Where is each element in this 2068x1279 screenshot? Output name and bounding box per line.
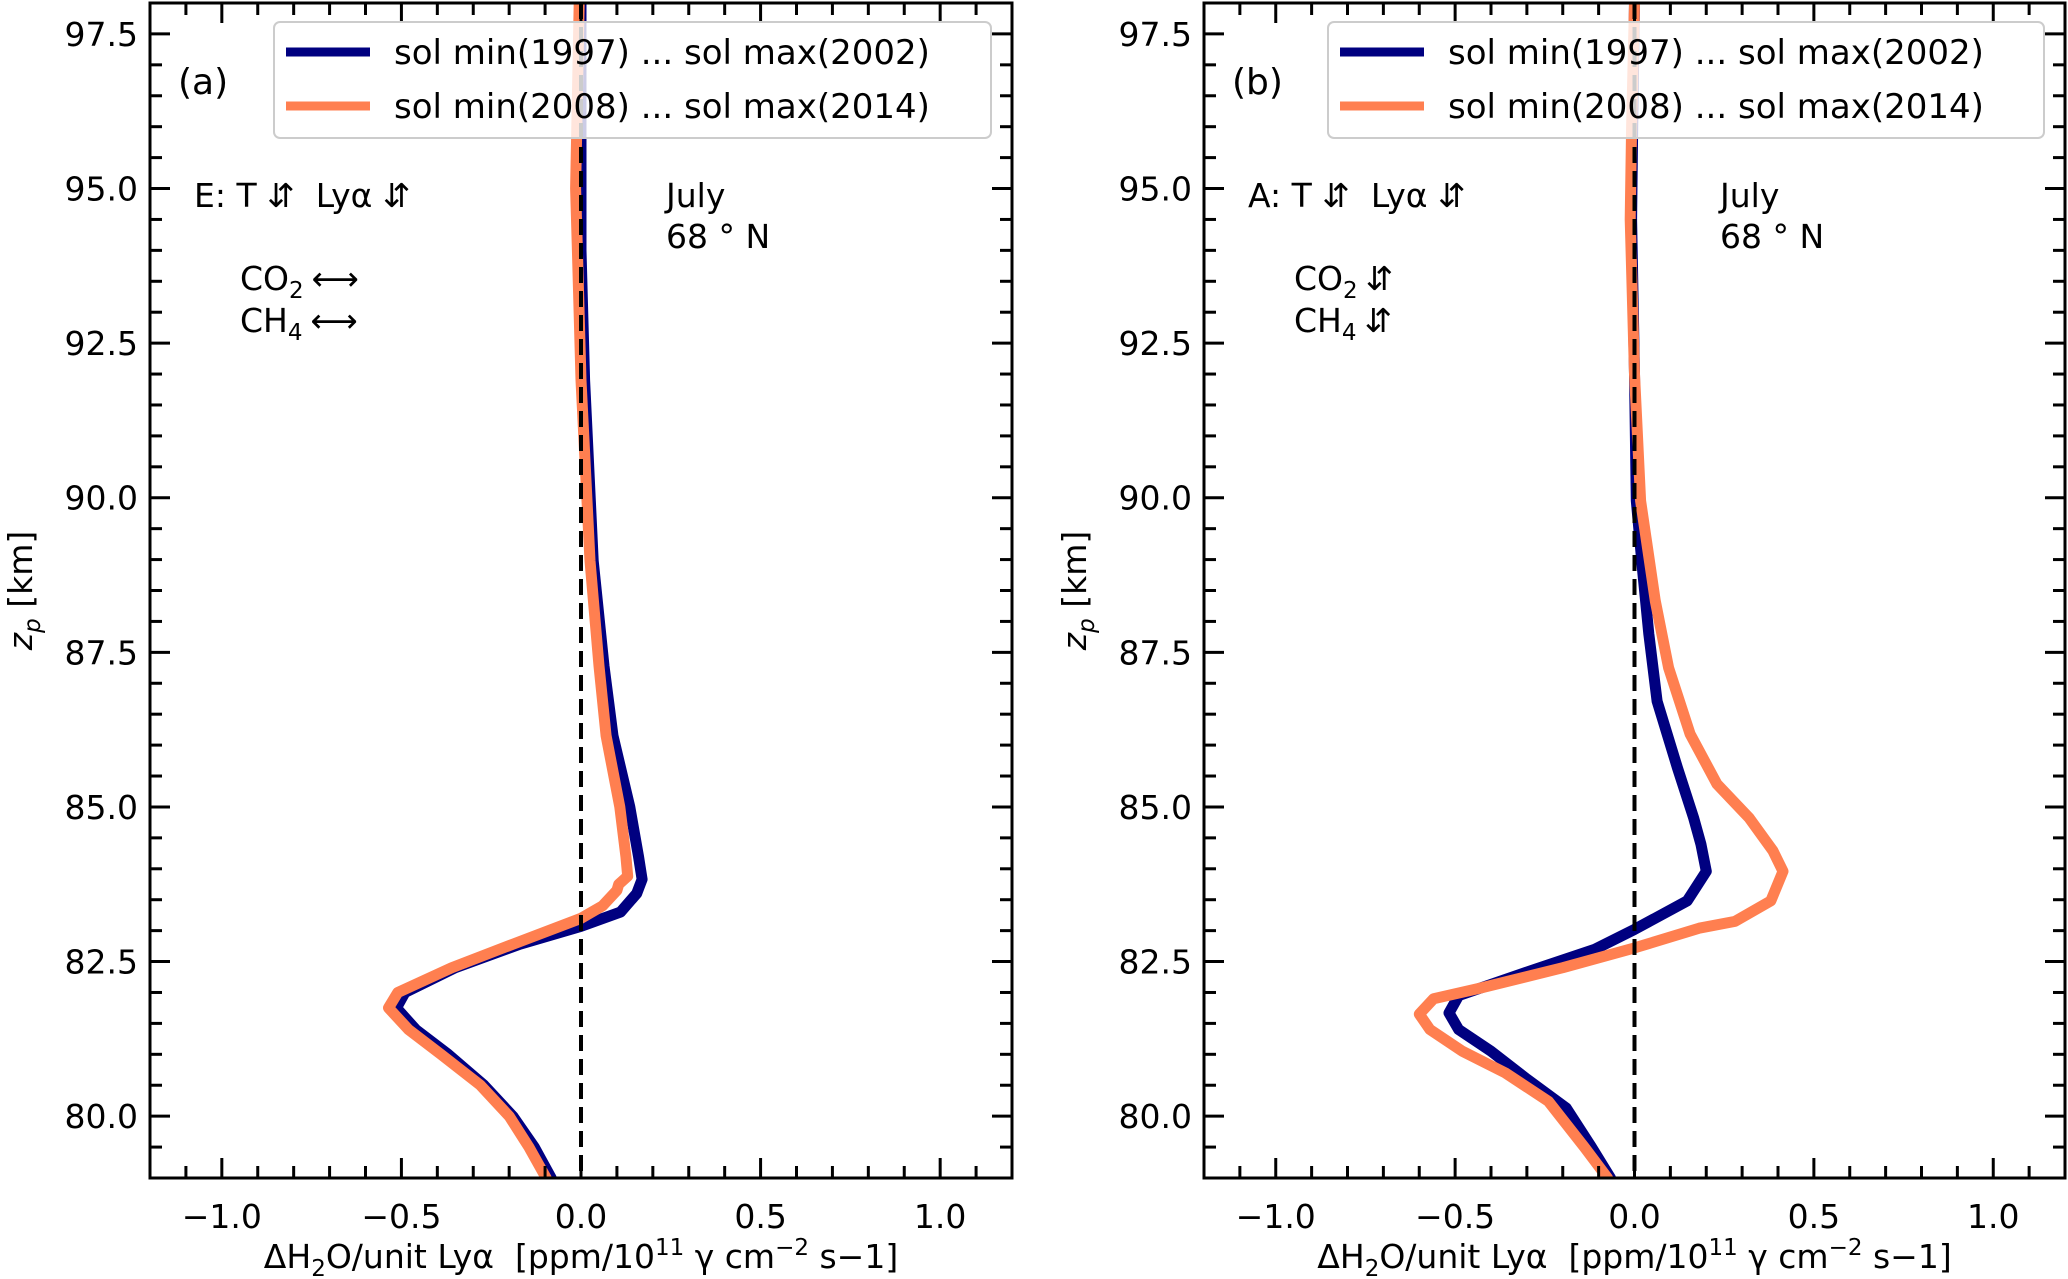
- x-tick-label: −1.0: [1236, 1197, 1316, 1236]
- x-axis-label: ΔH2O/unit Lyα [ppm/1011 γ cm−2 s−1]: [1317, 1235, 1951, 1279]
- y-tick-label: 85.0: [1119, 788, 1192, 827]
- ch4-subscript: 4: [1342, 320, 1357, 346]
- legend-box: [273, 21, 992, 139]
- y-axis-label-part: z: [1055, 632, 1094, 651]
- y-tick-label: 95.0: [1119, 170, 1192, 209]
- co2-trend-arrow-icon: ⇵: [1366, 259, 1394, 298]
- x-tick-label: 0.5: [1788, 1197, 1840, 1236]
- plot-area: [1413, 3, 1789, 1178]
- panel-a: −1.0 −0.5 0.0 0.5 1.0 80.0 82.5 85.0 87.5 90.0 92.…: [1, 1, 1014, 1279]
- x-tick-label: 0.5: [734, 1197, 786, 1236]
- legend: sol min(1997) ... sol max(2002) sol min(2…: [273, 21, 992, 139]
- x-axis-label-superscript: −2: [1829, 1235, 1863, 1261]
- legend-box: [1327, 21, 2045, 139]
- legend-entry-label: sol min(1997) ... sol max(2002): [394, 33, 930, 73]
- x-axis-label-superscript: 11: [1709, 1235, 1738, 1261]
- latitude-annotation: 68 ° N: [666, 217, 770, 256]
- x-axis-label-part: s−1]: [1863, 1237, 1952, 1276]
- plot-area: [383, 3, 648, 1178]
- panel-b: −1.0 −0.5 0.0 0.5 1.0 80.0 82.5 85.0 87.5 90.0 92.…: [1055, 1, 2067, 1279]
- x-axis-label-part: ΔH: [264, 1237, 311, 1276]
- y-tick-label: 97.5: [65, 15, 138, 54]
- x-axis-label-part: O/unit Lyα [ppm/10: [1379, 1237, 1708, 1276]
- ticks: [1204, 3, 2065, 1178]
- x-tick-label: 0.0: [1608, 1197, 1660, 1236]
- y-tick-label: 90.0: [65, 479, 138, 518]
- y-tick-label: 95.0: [65, 170, 138, 209]
- y-axis-label: zp [km]: [1, 531, 46, 651]
- co2-trend-arrow-icon: ⟷: [312, 259, 359, 298]
- latitude-annotation: 68 ° N: [1720, 217, 1824, 256]
- y-axis-label: zp [km]: [1055, 531, 1100, 651]
- x-axis-label-part: γ cm: [684, 1237, 775, 1276]
- x-axis-label-part: ΔH: [1317, 1237, 1364, 1276]
- co2-subscript: 2: [1343, 278, 1358, 304]
- series-line-sol-cycle-2008-2014: [1413, 3, 1789, 1178]
- ch4-trend-arrow-icon: ⟷: [311, 301, 358, 340]
- ticks: [150, 3, 1012, 1178]
- x-tick-label: 1.0: [914, 1197, 966, 1236]
- y-tick-label: 85.0: [65, 788, 138, 827]
- y-tick-label: 87.5: [1119, 633, 1192, 672]
- x-axis-label: ΔH2O/unit Lyα [ppm/1011 γ cm−2 s−1]: [264, 1235, 898, 1279]
- y-tick-label: 92.5: [1119, 324, 1192, 363]
- y-axis-label-subscript: p: [20, 618, 46, 634]
- y-tick-label: 90.0: [1119, 479, 1192, 518]
- month-annotation: July: [1718, 176, 1779, 215]
- y-tick-label: 82.5: [65, 943, 138, 982]
- scenario-annotation: A: T ⇵ Lyα ⇵: [1248, 176, 1466, 215]
- y-tick-label: 80.0: [1119, 1097, 1192, 1136]
- x-axis-label-subscript: 2: [311, 1256, 326, 1279]
- series-line-sol-cycle-1997-2002: [390, 3, 648, 1178]
- ch4-annotation: CH4 ⇵: [1294, 301, 1392, 346]
- legend-entry-label: sol min(2008) ... sol max(2014): [1448, 87, 1984, 127]
- y-tick-label: 82.5: [1119, 943, 1192, 982]
- x-tick-label: 0.0: [555, 1197, 607, 1236]
- x-axis-label-part: γ cm: [1738, 1237, 1829, 1276]
- ch4-subscript: 4: [288, 320, 303, 346]
- y-tick-label: 97.5: [1119, 15, 1192, 54]
- legend: sol min(1997) ... sol max(2002) sol min(2…: [1327, 21, 2045, 139]
- x-tick-label: −0.5: [361, 1197, 441, 1236]
- y-tick-label: 80.0: [65, 1097, 138, 1136]
- x-tick-label: 1.0: [1967, 1197, 2019, 1236]
- month-annotation: July: [664, 176, 725, 215]
- ch4-formula: CH: [240, 301, 288, 340]
- co2-formula: CO: [240, 259, 289, 298]
- x-tick-label: −0.5: [1415, 1197, 1495, 1236]
- panel-label: (a): [178, 62, 228, 103]
- y-axis-label-subscript: p: [1074, 618, 1100, 634]
- co2-annotation: CO2 ⇵: [1294, 259, 1393, 304]
- ch4-trend-arrow-icon: ⇵: [1365, 301, 1393, 340]
- x-tick-label: −1.0: [182, 1197, 262, 1236]
- x-axis-label-superscript: 11: [655, 1235, 684, 1261]
- y-axis-label-part: [km]: [1055, 531, 1094, 619]
- y-axis-label-part: [km]: [1, 531, 40, 619]
- x-axis-label-subscript: 2: [1365, 1256, 1380, 1279]
- axes-frame: [148, 1, 1014, 1180]
- x-axis-label-part: s−1]: [809, 1237, 898, 1276]
- x-axis-label-part: O/unit Lyα [ppm/10: [326, 1237, 655, 1276]
- legend-entry-label: sol min(1997) ... sol max(2002): [1448, 33, 1984, 73]
- co2-annotation: CO2 ⟷: [240, 259, 359, 304]
- co2-subscript: 2: [289, 278, 304, 304]
- legend-entry-label: sol min(2008) ... sol max(2014): [394, 87, 930, 127]
- ch4-formula: CH: [1294, 301, 1342, 340]
- axes-frame: [1202, 1, 2067, 1180]
- scenario-annotation: E: T ⇵ Lyα ⇵: [194, 176, 411, 215]
- x-axis-label-superscript: −2: [775, 1235, 809, 1261]
- y-tick-label: 87.5: [65, 633, 138, 672]
- ch4-annotation: CH4 ⟷: [240, 301, 358, 346]
- co2-formula: CO: [1294, 259, 1343, 298]
- series-line-sol-cycle-2008-2014: [383, 3, 634, 1178]
- y-tick-label: 92.5: [65, 324, 138, 363]
- series-line-sol-cycle-1997-2002: [1443, 3, 1712, 1178]
- y-axis-label-part: z: [1, 632, 40, 651]
- panel-label: (b): [1232, 62, 1283, 103]
